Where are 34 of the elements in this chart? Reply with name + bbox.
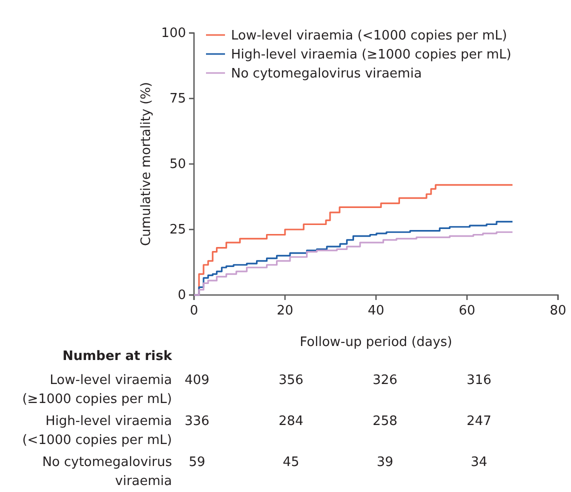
y-tick-label: 100 — [161, 26, 186, 42]
text: 326 — [372, 373, 398, 388]
x-tick-label: 0 — [190, 304, 198, 319]
legend-label: No cytomegalovirus viraemia — [231, 66, 422, 82]
y-tick-label: 0 — [178, 288, 186, 304]
text: 39 — [376, 455, 394, 470]
legend-label: Low-level viraemia (<1000 copies per mL) — [231, 28, 508, 44]
text: Low-level viraemia — [50, 373, 172, 388]
text: 59 — [188, 455, 206, 470]
y-tick-label: 50 — [169, 157, 186, 172]
text: 336 — [184, 414, 210, 429]
x-tick-label: 40 — [368, 304, 384, 319]
legend-label: High-level viraemia (≥1000 copies per mL) — [231, 48, 512, 63]
text: No cytomegalovirus — [42, 455, 172, 470]
x-tick-label: 80 — [550, 304, 566, 319]
x-axis-title: Follow-up period (days) — [300, 335, 452, 350]
x-tick-label: 20 — [276, 304, 294, 319]
text: (≥1000 copies per mL) — [22, 392, 172, 407]
y-axis-title: Cumulative mortality (%) — [139, 82, 154, 246]
text: (<1000 copies per mL) — [22, 433, 172, 448]
text: viraemia — [115, 474, 172, 489]
text: 284 — [278, 414, 304, 429]
text: 409 — [184, 373, 210, 388]
text: 258 — [372, 414, 398, 429]
y-tick-label: 75 — [169, 92, 186, 107]
text: 316 — [466, 373, 492, 388]
text: 356 — [278, 373, 304, 388]
text: 45 — [282, 455, 300, 470]
text: 34 — [470, 455, 488, 470]
y-tick-label: 25 — [169, 222, 186, 238]
x-tick-label: 60 — [458, 304, 476, 319]
text: High-level viraemia — [46, 414, 172, 429]
text: 247 — [466, 414, 492, 429]
text: Number at risk — [62, 349, 172, 364]
